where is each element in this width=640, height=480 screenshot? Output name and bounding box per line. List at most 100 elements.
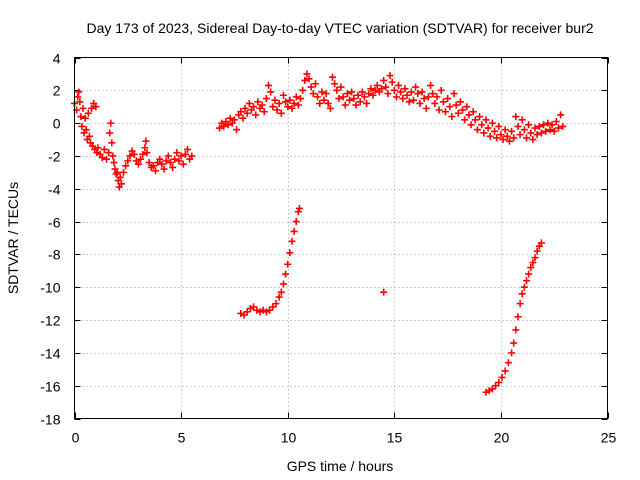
data-point — [441, 108, 449, 116]
data-point — [290, 99, 298, 107]
data-point — [262, 95, 270, 103]
data-point — [324, 99, 332, 107]
data-point — [149, 162, 157, 170]
data-point — [469, 108, 477, 116]
data-point — [420, 95, 428, 103]
data-point — [540, 121, 548, 129]
data-point — [499, 136, 507, 144]
data-point — [531, 124, 539, 132]
data-point — [92, 103, 100, 111]
data-point — [531, 254, 539, 262]
data-point — [105, 149, 113, 157]
data-point — [292, 93, 300, 101]
data-point — [139, 150, 147, 158]
data-point — [384, 90, 392, 98]
y-tick-label: -2 — [48, 149, 61, 165]
data-point — [183, 145, 191, 153]
data-point — [233, 126, 241, 134]
data-point — [358, 88, 366, 96]
data-point — [113, 168, 121, 176]
data-point — [275, 99, 283, 107]
data-point — [328, 73, 336, 81]
data-point — [407, 88, 415, 96]
data-point — [243, 109, 251, 117]
data-point — [102, 155, 110, 163]
data-point — [158, 160, 166, 168]
data-point — [446, 103, 454, 111]
data-point — [395, 81, 403, 89]
data-point — [309, 90, 317, 98]
data-point — [272, 300, 280, 308]
data-point — [429, 90, 437, 98]
data-point — [107, 119, 115, 127]
data-point — [476, 113, 484, 121]
data-point — [501, 126, 509, 134]
data-point — [181, 150, 189, 158]
data-point — [529, 136, 537, 144]
data-point — [78, 122, 86, 130]
data-point — [433, 93, 441, 101]
plot-frame — [74, 57, 608, 419]
data-point — [492, 382, 500, 390]
grid — [74, 57, 608, 419]
data-point — [463, 103, 471, 111]
data-point — [367, 85, 375, 93]
data-point — [409, 96, 417, 104]
data-point — [188, 152, 196, 160]
data-point — [173, 149, 181, 157]
data-point — [516, 131, 524, 139]
data-point — [307, 83, 315, 91]
data-point — [254, 98, 262, 106]
data-point — [527, 129, 535, 137]
data-point — [305, 75, 313, 83]
data-point — [337, 83, 345, 91]
data-point — [130, 150, 138, 158]
data-point — [279, 91, 287, 99]
data-point — [288, 237, 296, 245]
data-point — [437, 86, 445, 94]
data-point — [98, 154, 106, 162]
data-point — [363, 99, 371, 107]
data-point — [399, 95, 407, 103]
data-point — [471, 116, 479, 124]
data-point — [435, 106, 443, 114]
x-tick-label: 10 — [281, 430, 297, 446]
data-point — [318, 88, 326, 96]
data-point — [294, 101, 302, 109]
data-point — [418, 88, 426, 96]
data-point — [352, 101, 360, 109]
data-point — [275, 293, 283, 301]
data-point — [542, 127, 550, 135]
series-rising-arc-2 — [482, 239, 545, 396]
data-point — [277, 288, 285, 296]
data-point — [286, 249, 294, 257]
data-point — [326, 104, 334, 112]
data-point — [333, 86, 341, 94]
data-point — [501, 367, 509, 375]
data-point — [480, 129, 488, 137]
data-point — [277, 109, 285, 117]
data-point — [518, 116, 526, 124]
data-point — [120, 168, 128, 176]
data-point — [450, 90, 458, 98]
data-point — [282, 270, 290, 278]
data-point — [241, 104, 249, 112]
data-point — [243, 308, 251, 316]
data-point — [465, 111, 473, 119]
data-point — [392, 93, 400, 101]
data-point — [497, 131, 505, 139]
data-point — [271, 96, 279, 104]
data-point — [484, 124, 492, 132]
data-point — [76, 98, 84, 106]
data-point — [478, 121, 486, 129]
data-point — [226, 114, 234, 122]
data-point — [546, 126, 554, 134]
data-point — [473, 126, 481, 134]
x-tick-label: 25 — [601, 430, 617, 446]
data-point — [331, 80, 339, 88]
data-point — [142, 137, 150, 145]
data-point — [239, 114, 247, 122]
data-point — [171, 155, 179, 163]
data-point — [495, 122, 503, 130]
data-point — [322, 90, 330, 98]
